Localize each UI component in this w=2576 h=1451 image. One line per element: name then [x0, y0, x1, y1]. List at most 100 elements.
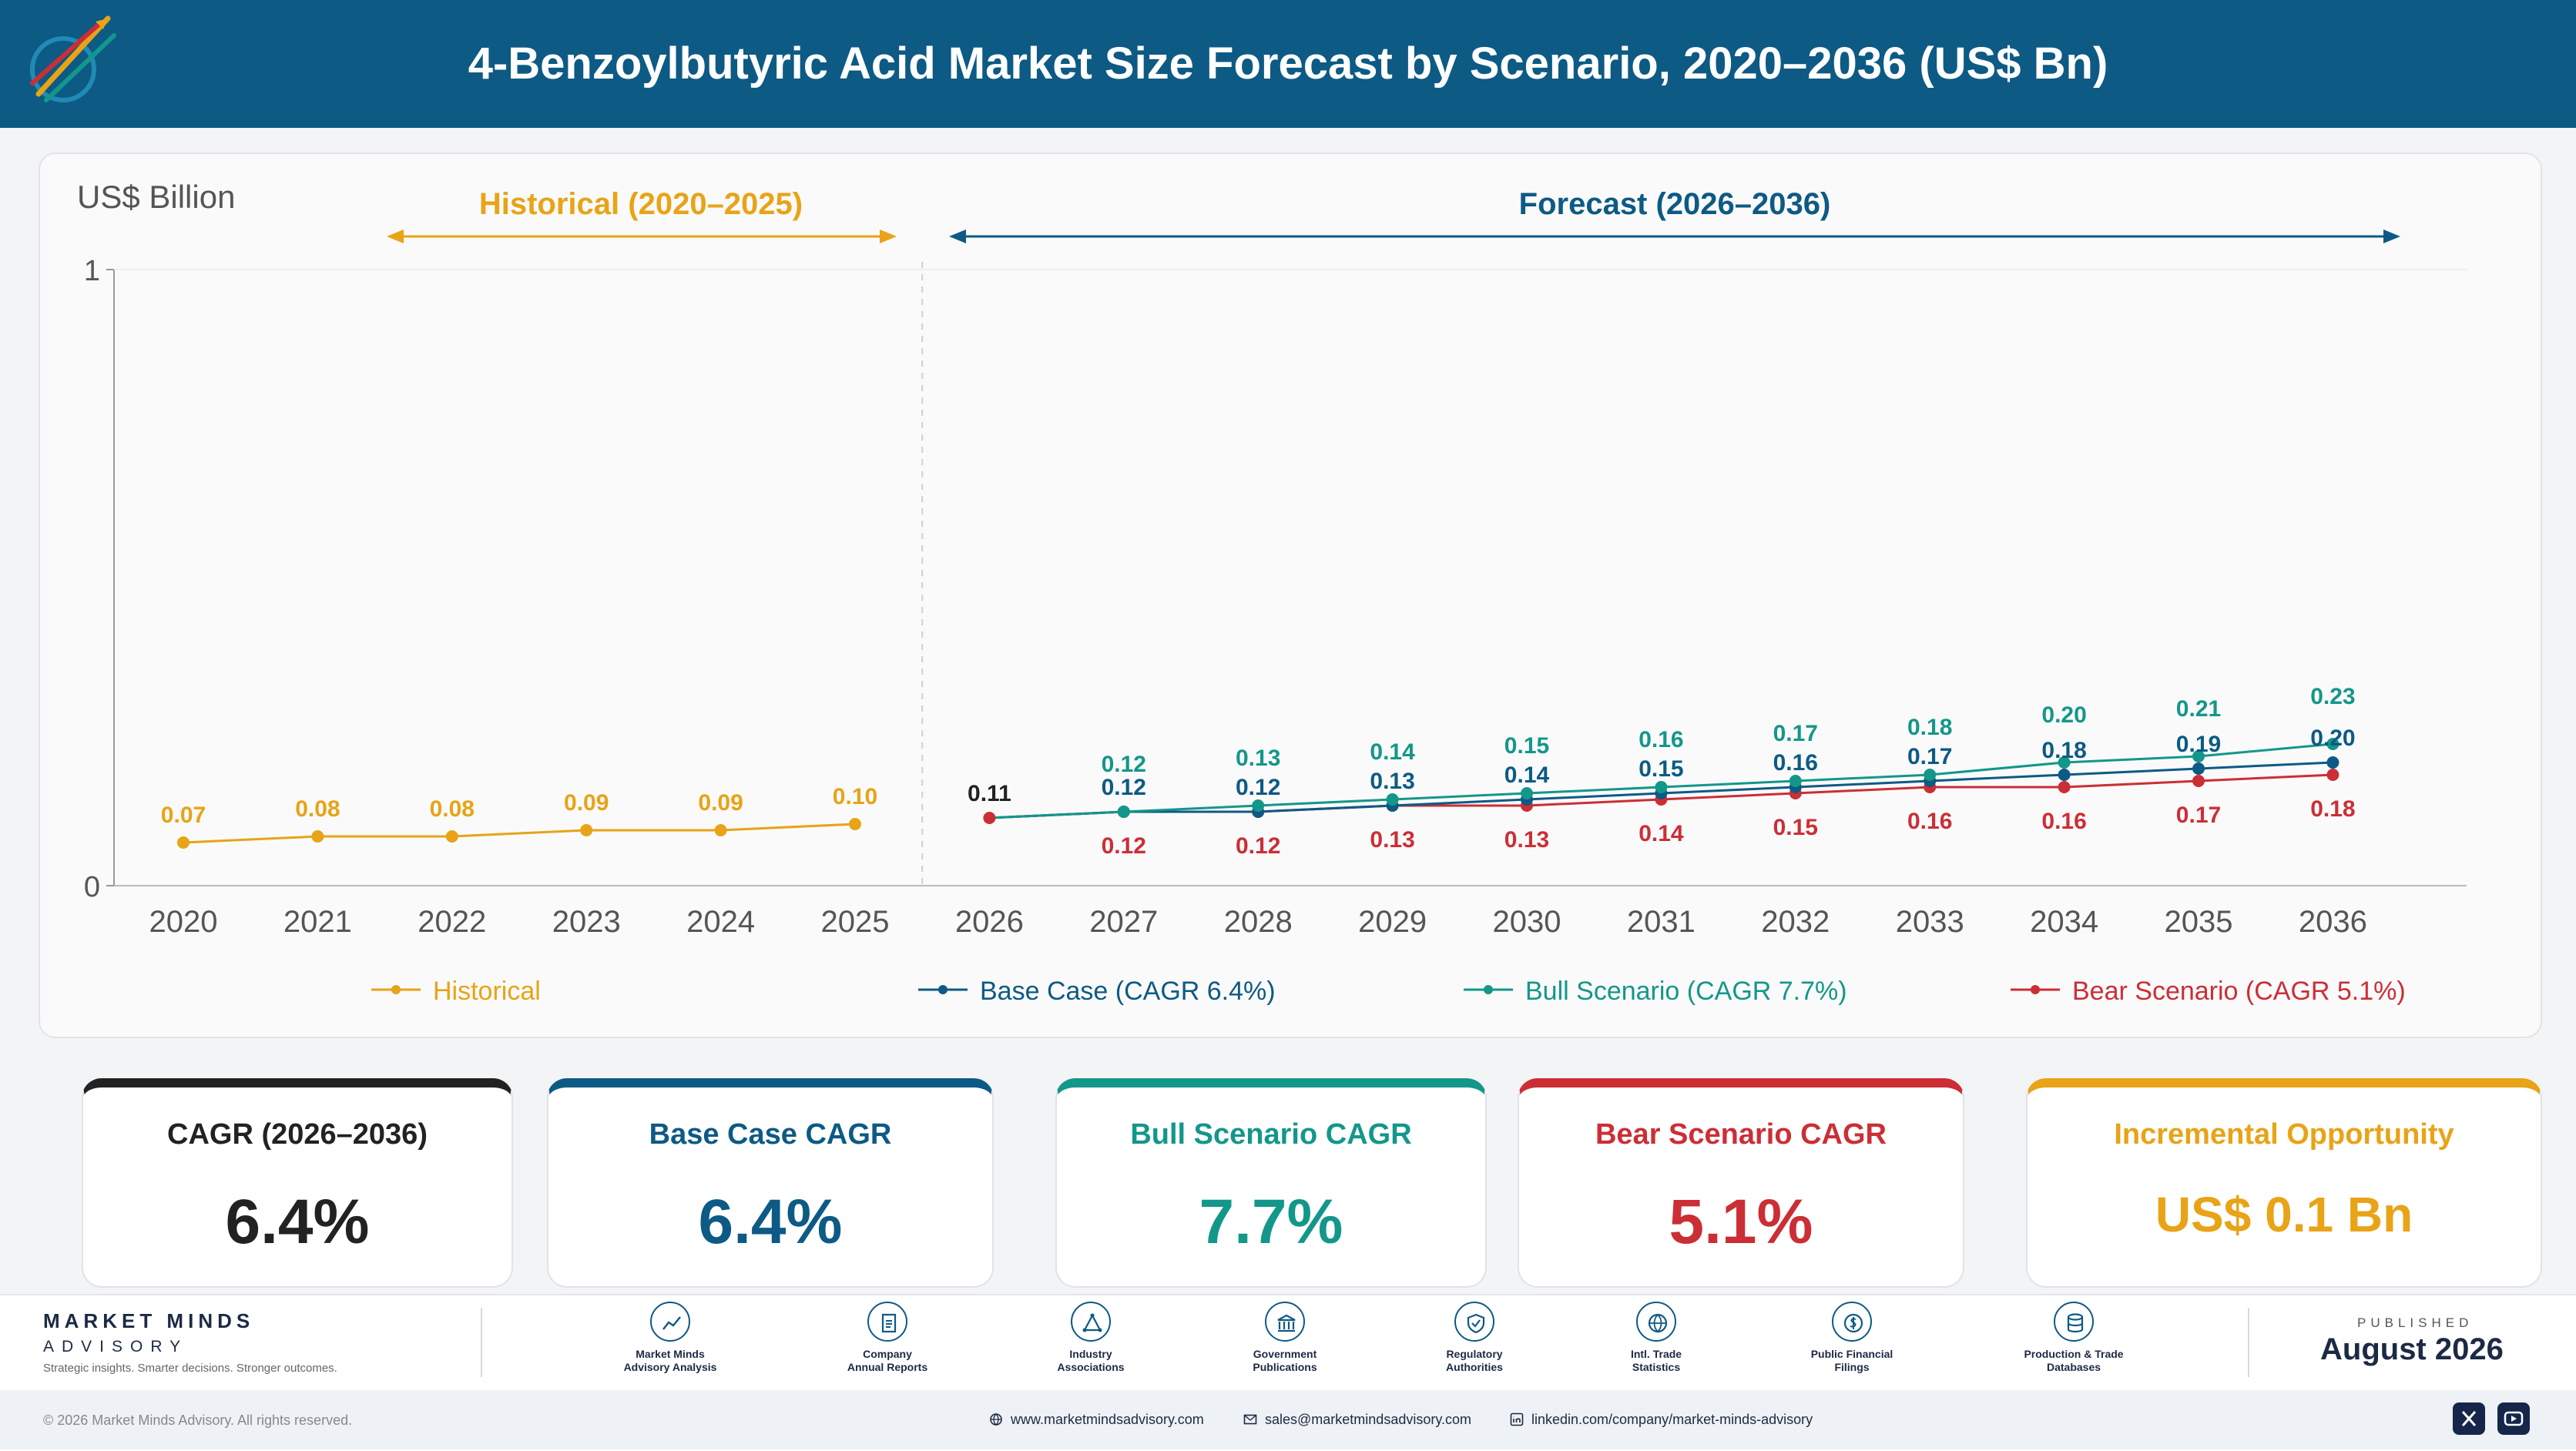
page-title: 4-Benzoylbutyric Acid Market Size Foreca…: [468, 39, 2108, 89]
linkedin-link[interactable]: linkedin.com/company/market-minds-adviso…: [1510, 1412, 1813, 1428]
source-label: Market Minds Advisory Analysis: [593, 1348, 747, 1374]
email-link[interactable]: sales@marketmindsadvisory.com: [1243, 1412, 1471, 1428]
x-tick-label: 2029: [1358, 905, 1427, 939]
data-point: [2192, 762, 2205, 775]
data-label: 0.07: [161, 803, 206, 828]
published-label: PUBLISHED: [2357, 1315, 2474, 1330]
copyright: © 2026 Market Minds Advisory. All rights…: [43, 1412, 353, 1428]
kpi-card: CAGR (2026–2036) 6.4%: [82, 1078, 513, 1288]
kpi-value: 6.4%: [225, 1187, 370, 1257]
series-line-historical: [183, 823, 856, 844]
kpi-label: Incremental Opportunity: [2114, 1118, 2454, 1151]
network-icon: [1071, 1302, 1111, 1342]
data-point: [2326, 756, 2340, 769]
source-label: Public Financial Filings: [1775, 1348, 1929, 1374]
data-label: 0.10: [833, 784, 877, 809]
data-point: [714, 824, 727, 836]
data-label: 0.21: [2176, 696, 2221, 722]
source-label-line1: Company: [863, 1348, 912, 1360]
arrow-head: [387, 230, 404, 243]
data-label: 0.17: [1773, 721, 1818, 746]
kpi-card: Incremental Opportunity US$ 0.1 Bn: [2026, 1078, 2542, 1288]
data-label: 0.16: [1907, 809, 1952, 834]
brand-subtitle: ADVISORY: [43, 1338, 189, 1355]
arrow-head: [949, 230, 966, 243]
building-icon: [1265, 1302, 1305, 1342]
data-label: 0.13: [1504, 827, 1549, 853]
shield-icon: [1454, 1302, 1494, 1342]
source-label-line2: Databases: [2046, 1361, 2101, 1373]
x-tick-label: 2027: [1089, 905, 1158, 939]
x-tick-label: 2031: [1627, 905, 1696, 939]
chart-card: 0 1 US$ Billion 2020 2021 2022 2023 2024 2025 202…: [39, 152, 2542, 1038]
data-point: [580, 824, 593, 836]
x-social-button[interactable]: [2453, 1402, 2485, 1435]
data-point: [2058, 769, 2071, 781]
kpi-label: Bear Scenario CAGR: [1595, 1118, 1887, 1151]
data-label: 0.23: [2310, 684, 2355, 709]
youtube-social-button[interactable]: [2497, 1402, 2530, 1435]
data-point: [849, 818, 861, 830]
header-bar: 4-Benzoylbutyric Acid Market Size Foreca…: [0, 0, 2576, 128]
legend-label: Historical: [433, 977, 541, 1006]
data-point: [2192, 750, 2205, 762]
play-icon: [2504, 1411, 2524, 1426]
source-item: Public Financial Filings: [1775, 1302, 1929, 1374]
website-text: www.marketmindsadvisory.com: [1011, 1412, 1204, 1427]
kpi-label: Bull Scenario CAGR: [1130, 1118, 1412, 1151]
x-tick-label: 2020: [149, 905, 218, 939]
kpi-card: Bull Scenario CAGR 7.7%: [1055, 1078, 1487, 1288]
x-tick-label: 2028: [1224, 905, 1293, 939]
data-point: [1521, 787, 1533, 799]
x-tick-label: 2033: [1896, 905, 1964, 939]
x-tick-label: 2022: [418, 905, 486, 939]
data-label: 0.16: [2041, 809, 2086, 834]
y-tick-label: 1: [84, 255, 100, 287]
data-label: 0.12: [1236, 775, 1280, 800]
data-label: 0.15: [1504, 733, 1549, 759]
forecast-line-chart: 0 1 US$ Billion 2020 2021 2022 2023 2024 2025 202…: [77, 179, 2467, 1006]
source-item: Company Annual Reports: [810, 1302, 964, 1374]
source-label-line1: Government: [1253, 1348, 1317, 1360]
source-label-line1: Production & Trade: [2024, 1348, 2124, 1360]
kpi-card: Base Case CAGR 6.4%: [547, 1078, 994, 1288]
source-label-line2: Publications: [1253, 1361, 1317, 1373]
forecast-period-label: Forecast (2026–2036): [1519, 187, 1831, 221]
data-point: [2058, 756, 2071, 769]
source-label-line2: Authorities: [1446, 1361, 1503, 1373]
source-label-line1: Intl. Trade: [1630, 1348, 1682, 1360]
source-label: Company Annual Reports: [810, 1348, 964, 1374]
arrow-head: [2383, 230, 2400, 243]
email-text: sales@marketmindsadvisory.com: [1265, 1412, 1472, 1427]
source-label-line2: Statistics: [1632, 1361, 1681, 1373]
website-link[interactable]: www.marketmindsadvisory.com: [989, 1412, 1204, 1428]
source-label-line2: Filings: [1834, 1361, 1870, 1373]
source-label-line2: Associations: [1057, 1361, 1125, 1373]
source-item: Market Minds Advisory Analysis: [593, 1302, 747, 1374]
data-label: 0.15: [1773, 815, 1818, 840]
x-tick-label: 2023: [552, 905, 621, 939]
data-label: 0.16: [1773, 750, 1818, 776]
footer-divider: [2248, 1308, 2249, 1377]
x-icon: [2461, 1411, 2477, 1426]
data-point: [445, 830, 458, 843]
source-item: Industry Associations: [1014, 1302, 1168, 1374]
data-point: [983, 812, 996, 824]
data-label: 0.14: [1370, 739, 1415, 765]
kpi-value: 5.1%: [1669, 1187, 1813, 1257]
footer-bottom-bar: [0, 1390, 2576, 1449]
data-label: 0.08: [430, 796, 475, 822]
brand-tagline: Strategic insights. Smarter decisions. S…: [43, 1362, 337, 1375]
kpi-label: CAGR (2026–2036): [167, 1118, 428, 1151]
x-tick-label: 2034: [2030, 905, 2098, 939]
x-tick-label: 2035: [2165, 905, 2233, 939]
x-tick-label: 2025: [821, 905, 890, 939]
legend-label: Bull Scenario (CAGR 7.7%): [1525, 977, 1847, 1006]
legend-marker: [391, 985, 401, 994]
data-label: 0.18: [1907, 715, 1952, 740]
source-label: Intl. Trade Statistics: [1579, 1348, 1733, 1374]
data-label: 0.20: [2041, 702, 2086, 728]
y-axis-label: US$ Billion: [77, 179, 235, 215]
x-tick-label: 2024: [686, 905, 755, 939]
data-label: 0.12: [1102, 775, 1146, 800]
